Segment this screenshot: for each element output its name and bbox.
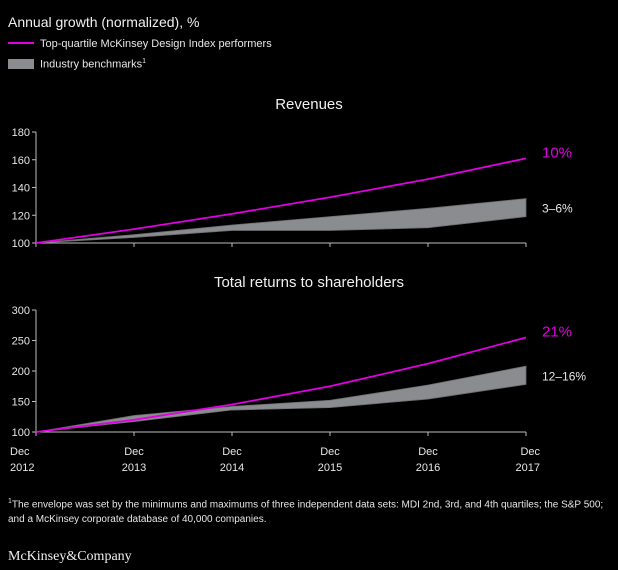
- legend-line-label: Top-quartile McKinsey Design Index perfo…: [40, 38, 272, 50]
- y-tick-label: 300: [12, 305, 30, 317]
- panel-title: Total returns to shareholders: [214, 274, 404, 291]
- top-quartile-line: [35, 157, 527, 244]
- legend-band-label: Industry benchmarks: [40, 58, 143, 71]
- band-end-label: 12–16%: [542, 369, 586, 383]
- legend-band-swatch: [8, 58, 34, 69]
- y-tick-label: 140: [12, 183, 30, 195]
- x-tick-label-year: 2016: [416, 462, 440, 474]
- y-tick-label: 250: [12, 336, 30, 348]
- x-tick-label-month: Dec: [320, 446, 340, 458]
- benchmark-band: [35, 198, 527, 244]
- y-tick-label: 120: [12, 210, 30, 222]
- y-tick-label: 160: [12, 155, 30, 167]
- x-tick-label-month: Dec: [418, 446, 438, 458]
- y-tick-label: 100: [12, 238, 30, 250]
- x-tick-label-year: 2017: [516, 462, 540, 474]
- y-tick-label: 200: [12, 366, 30, 378]
- y-tick-label: 100: [12, 427, 30, 439]
- x-tick-label-year: 2015: [318, 462, 342, 474]
- x-tick-label-year: 2012: [10, 462, 34, 474]
- y-tick-label: 150: [12, 397, 30, 409]
- band-end-label: 3–6%: [542, 202, 573, 216]
- x-tick-label-month: Dec: [222, 446, 242, 458]
- footnote-text: The envelope was set by the minimums and…: [8, 499, 604, 526]
- x-tick-label-year: 2013: [122, 462, 146, 474]
- legend-footnote-mark: 1: [142, 58, 147, 65]
- x-tick-label-month: Dec: [10, 446, 30, 458]
- x-tick-label-month: Dec: [520, 446, 540, 458]
- line-end-label: 10%: [542, 144, 572, 161]
- chart-canvas: Revenues 100 120 140 160 180 10% 3–6% Total retu…: [10, 96, 586, 474]
- x-tick-label-year: 2014: [220, 462, 244, 474]
- top-quartile-line: [35, 336, 527, 433]
- brand-logo: McKinsey&Company: [8, 549, 132, 564]
- chart-heading: Annual growth (normalized), %: [8, 14, 200, 30]
- legend-item-benchmarks: Industry benchmarks1: [8, 58, 146, 71]
- footnote-mark: 1: [8, 498, 12, 505]
- y-tick-label: 180: [12, 127, 30, 139]
- legend-item-top-quartile: Top-quartile McKinsey Design Index perfo…: [8, 38, 272, 50]
- panel-title: Revenues: [275, 96, 343, 113]
- line-end-label: 21%: [542, 323, 572, 340]
- footnote: 1The envelope was set by the minimums an…: [8, 494, 604, 527]
- x-tick-label-month: Dec: [124, 446, 144, 458]
- legend-line-swatch: [8, 42, 34, 45]
